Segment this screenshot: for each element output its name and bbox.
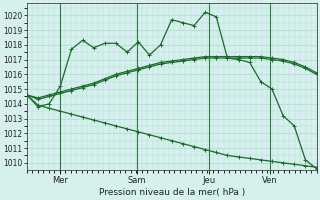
X-axis label: Pression niveau de la mer( hPa ): Pression niveau de la mer( hPa ) <box>99 188 245 197</box>
